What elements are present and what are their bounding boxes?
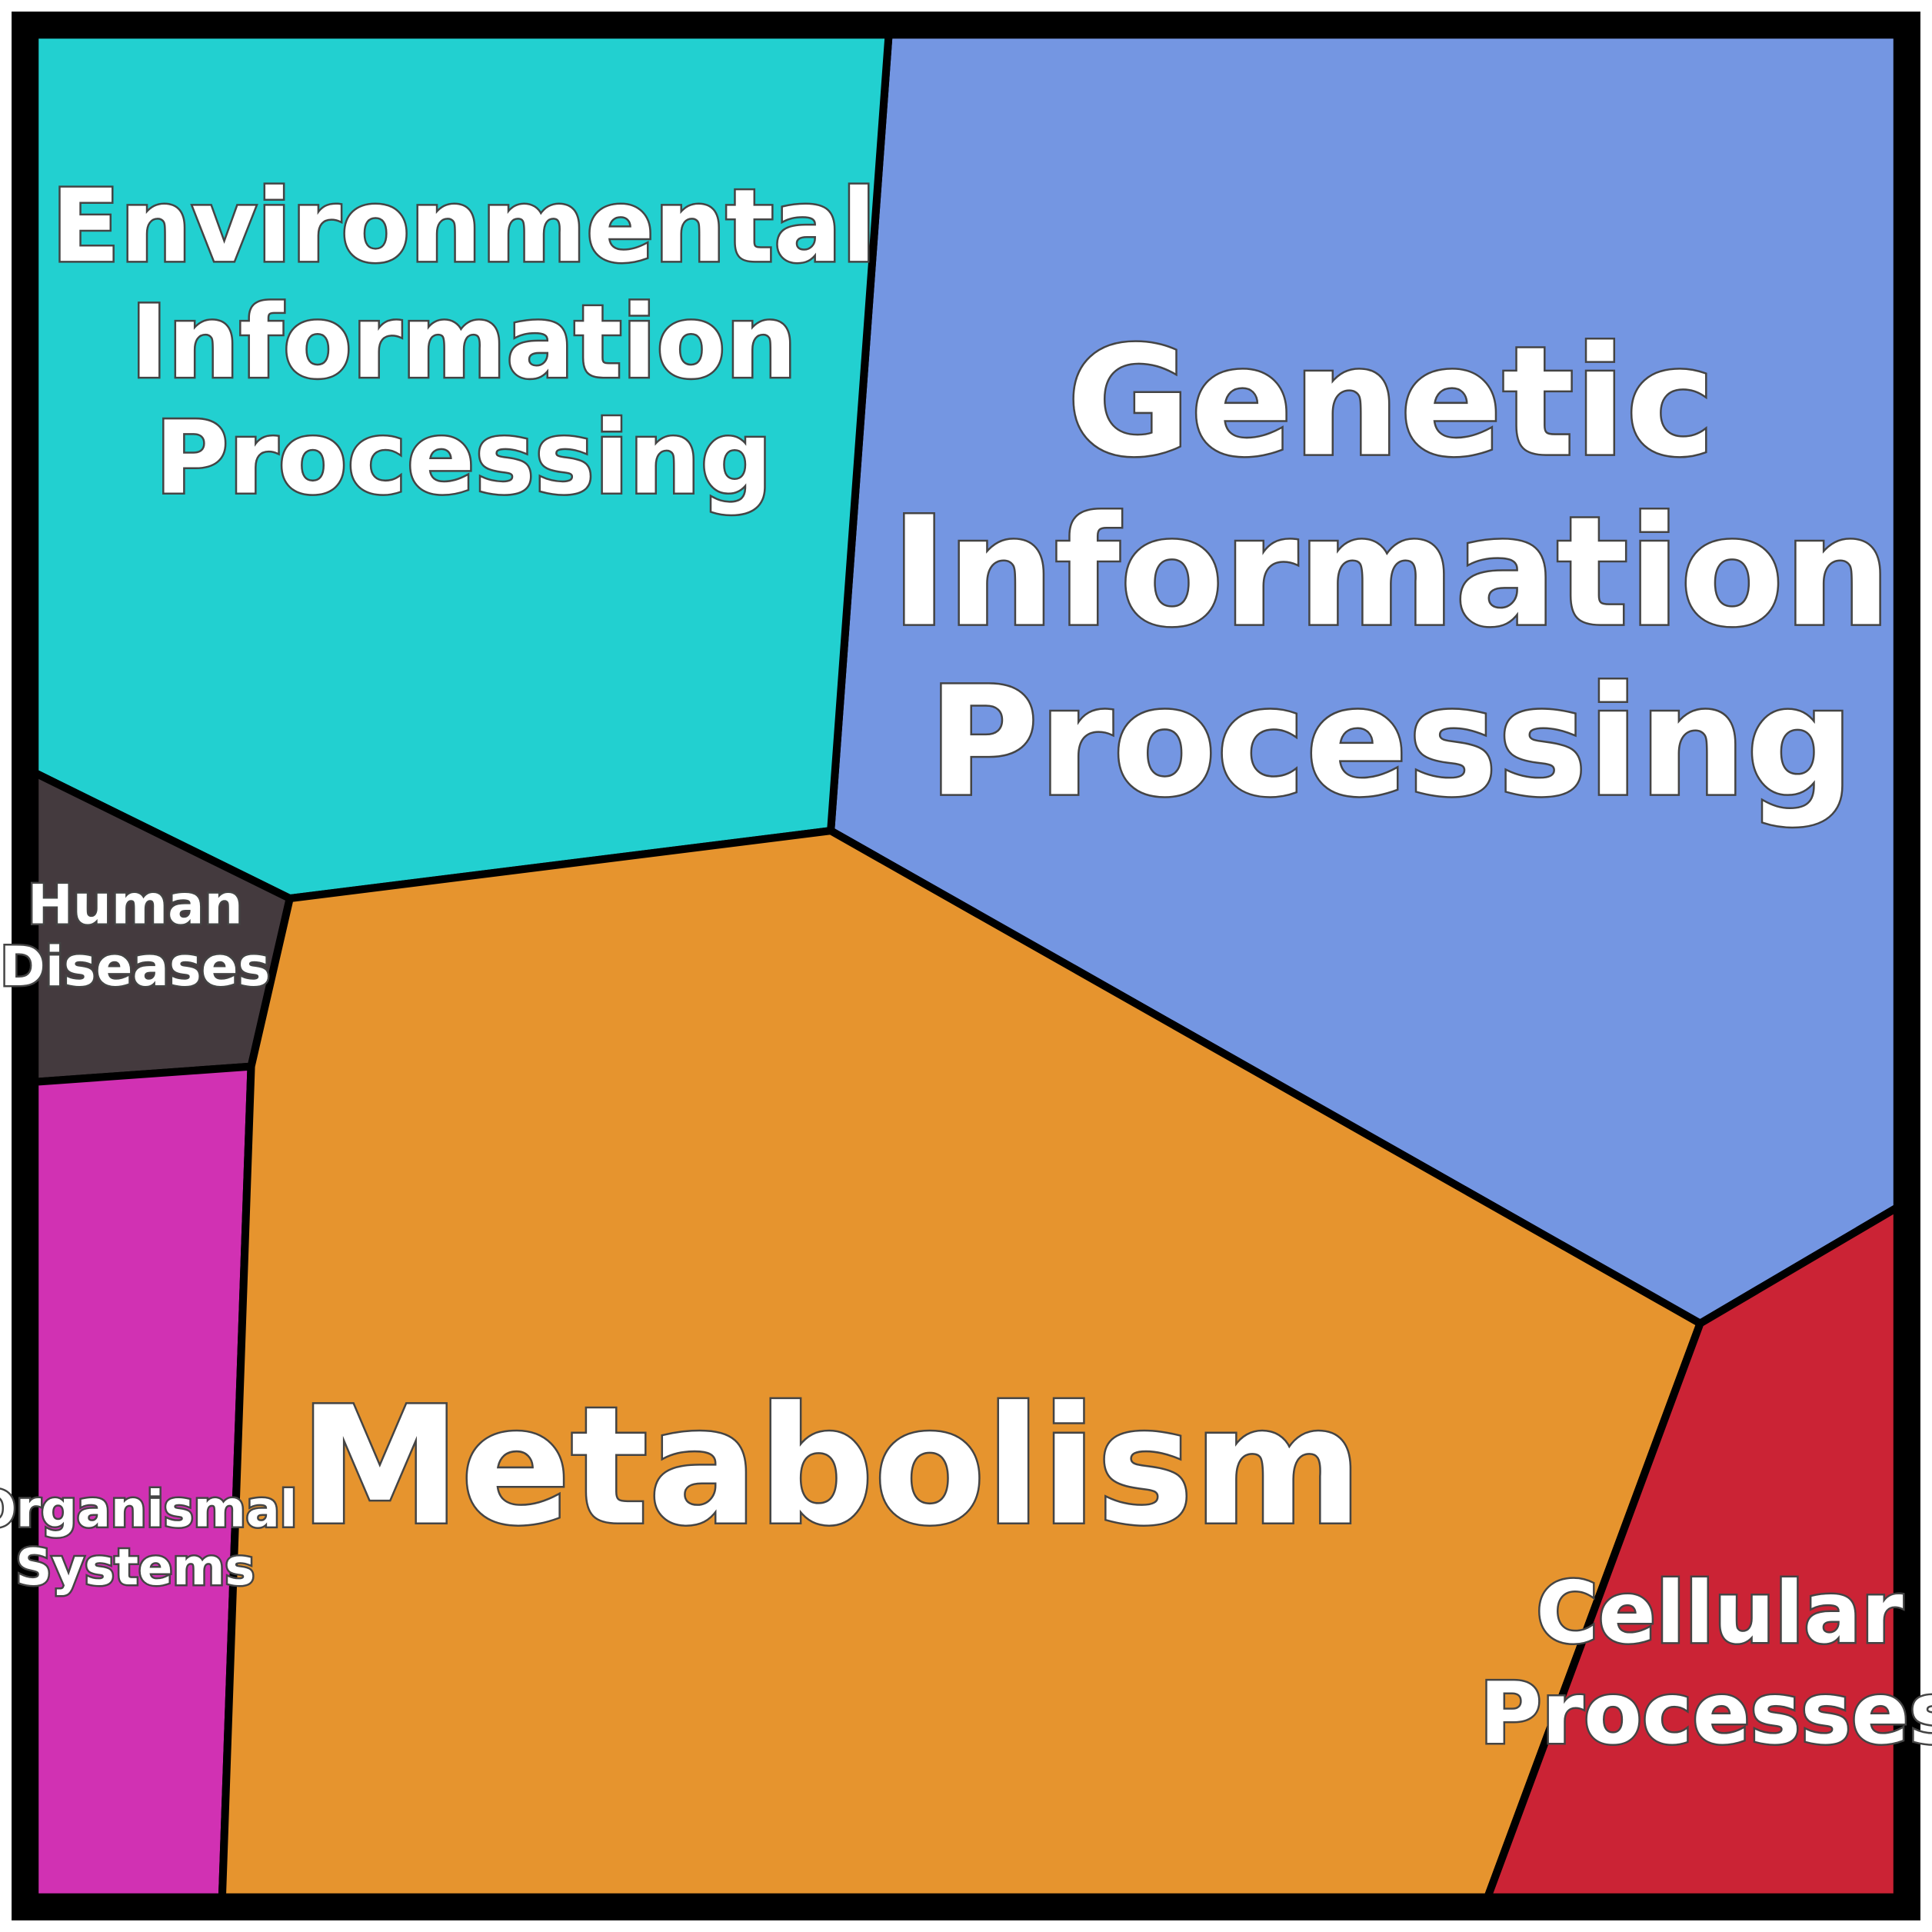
label-organismal-line1: Systems xyxy=(15,1538,255,1597)
voronoi-svg: GeneticInformationProcessingEnvironmenta… xyxy=(0,0,1932,1932)
label-environmental-line2: Processing xyxy=(155,400,773,517)
label-genetic-line0: Genetic xyxy=(1067,315,1715,490)
label-organismal-line0: Organismal xyxy=(0,1480,297,1538)
label-environmental-line0: Environmental xyxy=(52,168,876,285)
label-cellular-line1: Processes xyxy=(1480,1664,1932,1764)
label-cellular-line0: Cellular xyxy=(1536,1564,1904,1663)
label-genetic-line2: Processing xyxy=(928,655,1854,830)
label-cellular: CellularProcesses xyxy=(1480,1564,1932,1764)
label-environmental-line1: Information xyxy=(131,284,798,401)
label-metabolism-line0: Metabolism xyxy=(299,1371,1362,1561)
voronoi-diagram-container: GeneticInformationProcessingEnvironmenta… xyxy=(0,0,1932,1932)
label-genetic-line1: Information xyxy=(891,485,1891,660)
label-organismal: OrganismalSystems xyxy=(0,1480,297,1596)
label-metabolism: Metabolism xyxy=(299,1371,1362,1561)
label-human-diseases-line0: Human xyxy=(28,874,243,937)
label-human-diseases: HumanDiseases xyxy=(0,874,270,998)
label-environmental: EnvironmentalInformationProcessing xyxy=(52,168,876,516)
label-human-diseases-line1: Diseases xyxy=(0,935,270,998)
